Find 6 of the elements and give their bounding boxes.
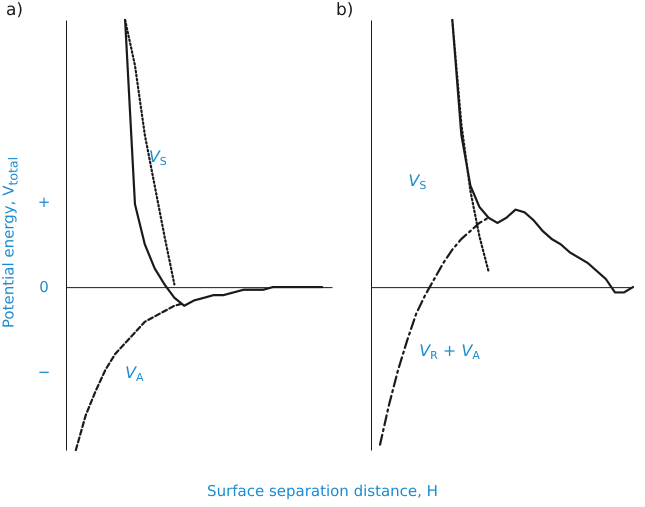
x-axis-title: Surface separation distance, H (206, 482, 439, 500)
chart-title: b) (336, 0, 354, 20)
text: + (38, 193, 50, 212)
text: − (38, 363, 50, 382)
text: 0 (39, 278, 49, 296)
chart-title: a) (6, 0, 24, 20)
